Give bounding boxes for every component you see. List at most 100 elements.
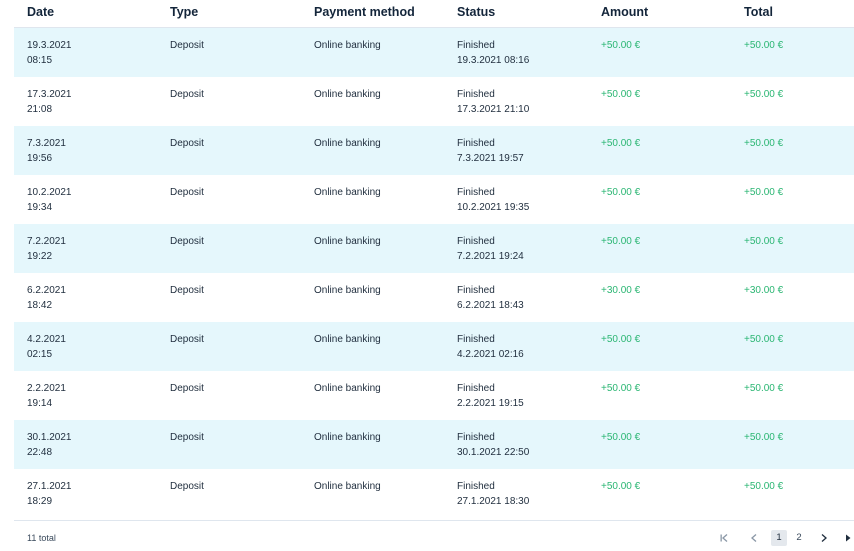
chevron-left-icon[interactable] (746, 530, 762, 546)
last-page-icon[interactable] (843, 530, 854, 546)
total-cell-text: +50.00 € (744, 334, 784, 345)
payment-method-cell-text: Online banking (314, 432, 381, 443)
amount-cell-text: +50.00 € (601, 481, 641, 492)
amount-cell: +50.00 € (601, 38, 640, 53)
status-cell-subtext: 10.2.2021 19:35 (457, 202, 530, 213)
payment-method-cell: Online banking (314, 430, 381, 445)
status-cell-subtext: 7.2.2021 19:24 (457, 251, 524, 262)
table-row[interactable]: 30.1.2021 22:48 Deposit Online banking Finis… (14, 420, 854, 469)
amount-cell: +50.00 € (601, 234, 640, 249)
amount-cell-text: +50.00 € (601, 236, 641, 247)
column-header-payment-method[interactable]: Payment method (314, 5, 415, 19)
table-row[interactable]: 27.1.2021 18:29 Deposit Online banking Finis… (14, 469, 854, 518)
total-cell: +50.00 € (744, 479, 783, 494)
type-cell-text: Deposit (170, 236, 204, 247)
type-cell-text: Deposit (170, 432, 204, 443)
date-cell-text: 19.3.2021 (27, 40, 72, 51)
column-header-amount[interactable]: Amount (601, 5, 649, 19)
payment-method-cell-text: Online banking (314, 40, 381, 51)
date-cell: 30.1.2021 22:48 (27, 430, 72, 460)
payment-method-cell: Online banking (314, 381, 381, 396)
payment-method-cell-text: Online banking (314, 383, 381, 394)
page-1-button[interactable]: 1 (771, 530, 787, 546)
column-header-total[interactable]: Total (744, 5, 773, 19)
total-cell-text: +50.00 € (744, 40, 784, 51)
chevron-right-icon[interactable] (816, 530, 832, 546)
date-cell-subtext: 21:08 (27, 104, 53, 115)
date-cell-subtext: 19:14 (27, 398, 53, 409)
status-cell: Finished 4.2.2021 02:16 (457, 332, 524, 362)
payment-method-cell: Online banking (314, 87, 381, 102)
table-row[interactable]: 7.3.2021 19:56 Deposit Online banking Finish… (14, 126, 854, 175)
type-cell-text: Deposit (170, 383, 204, 394)
table-row[interactable]: 19.3.2021 08:15 Deposit Online banking Finis… (14, 28, 854, 77)
payment-method-cell: Online banking (314, 283, 381, 298)
payment-method-cell: Online banking (314, 38, 381, 53)
total-cell: +50.00 € (744, 332, 783, 347)
column-header-type[interactable]: Type (170, 5, 199, 19)
payment-method-cell: Online banking (314, 234, 381, 249)
type-cell: Deposit (170, 185, 204, 200)
date-cell: 7.3.2021 19:56 (27, 136, 66, 166)
status-cell: Finished 6.2.2021 18:43 (457, 283, 524, 313)
total-cell-text: +50.00 € (744, 383, 784, 394)
type-cell: Deposit (170, 38, 204, 53)
status-cell-text: Finished (457, 383, 495, 394)
payment-method-cell: Online banking (314, 185, 381, 200)
type-cell-text: Deposit (170, 334, 204, 345)
type-cell: Deposit (170, 283, 204, 298)
table-row[interactable]: 6.2.2021 18:42 Deposit Online banking Finish… (14, 273, 854, 322)
date-cell-subtext: 18:29 (27, 496, 53, 507)
type-cell: Deposit (170, 234, 204, 249)
total-cell: +50.00 € (744, 430, 783, 445)
column-header-status[interactable]: Status (457, 5, 496, 19)
column-header-date[interactable]: Date (27, 5, 55, 19)
status-cell-subtext: 4.2.2021 02:16 (457, 349, 524, 360)
amount-cell: +50.00 € (601, 381, 640, 396)
amount-cell-text: +50.00 € (601, 89, 641, 100)
type-cell-text: Deposit (170, 285, 204, 296)
status-cell-text: Finished (457, 89, 495, 100)
type-cell: Deposit (170, 332, 204, 347)
amount-cell: +50.00 € (601, 430, 640, 445)
type-cell: Deposit (170, 479, 204, 494)
status-cell-text: Finished (457, 334, 495, 345)
total-cell: +50.00 € (744, 136, 783, 151)
total-cell: +50.00 € (744, 234, 783, 249)
amount-cell: +30.00 € (601, 283, 640, 298)
amount-cell-text: +50.00 € (601, 40, 641, 51)
total-cell-text: +50.00 € (744, 187, 784, 198)
payment-method-cell-text: Online banking (314, 138, 381, 149)
amount-cell-text: +30.00 € (601, 285, 641, 296)
date-cell-text: 7.3.2021 (27, 138, 66, 149)
amount-cell: +50.00 € (601, 185, 640, 200)
table-row[interactable]: 4.2.2021 02:15 Deposit Online banking Finish… (14, 322, 854, 371)
date-cell: 27.1.2021 18:29 (27, 479, 72, 509)
date-cell: 19.3.2021 08:15 (27, 38, 72, 68)
total-cell: +50.00 € (744, 185, 783, 200)
date-cell-subtext: 19:22 (27, 251, 53, 262)
table-row[interactable]: 2.2.2021 19:14 Deposit Online banking Finish… (14, 371, 854, 420)
type-cell-text: Deposit (170, 187, 204, 198)
status-cell-subtext: 2.2.2021 19:15 (457, 398, 524, 409)
page-2-button[interactable]: 2 (796, 532, 802, 543)
type-cell-text: Deposit (170, 89, 204, 100)
date-cell-text: 2.2.2021 (27, 383, 66, 394)
table-row[interactable]: 10.2.2021 19:34 Deposit Online banking Finis… (14, 175, 854, 224)
status-cell-subtext: 19.3.2021 08:16 (457, 55, 530, 66)
payment-method-cell-text: Online banking (314, 334, 381, 345)
type-cell: Deposit (170, 381, 204, 396)
total-cell-text: +50.00 € (744, 89, 784, 100)
payment-method-cell-text: Online banking (314, 236, 381, 247)
date-cell-subtext: 08:15 (27, 55, 53, 66)
table-row[interactable]: 17.3.2021 21:08 Deposit Online banking Finis… (14, 77, 854, 126)
type-cell-text: Deposit (170, 40, 204, 51)
amount-cell: +50.00 € (601, 479, 640, 494)
table-footer: 11 total 1 2 (14, 520, 854, 551)
total-cell: +30.00 € (744, 283, 783, 298)
table-row[interactable]: 7.2.2021 19:22 Deposit Online banking Finish… (14, 224, 854, 273)
date-cell-subtext: 02:15 (27, 349, 53, 360)
first-page-icon[interactable] (716, 530, 732, 546)
date-cell-text: 7.2.2021 (27, 236, 66, 247)
